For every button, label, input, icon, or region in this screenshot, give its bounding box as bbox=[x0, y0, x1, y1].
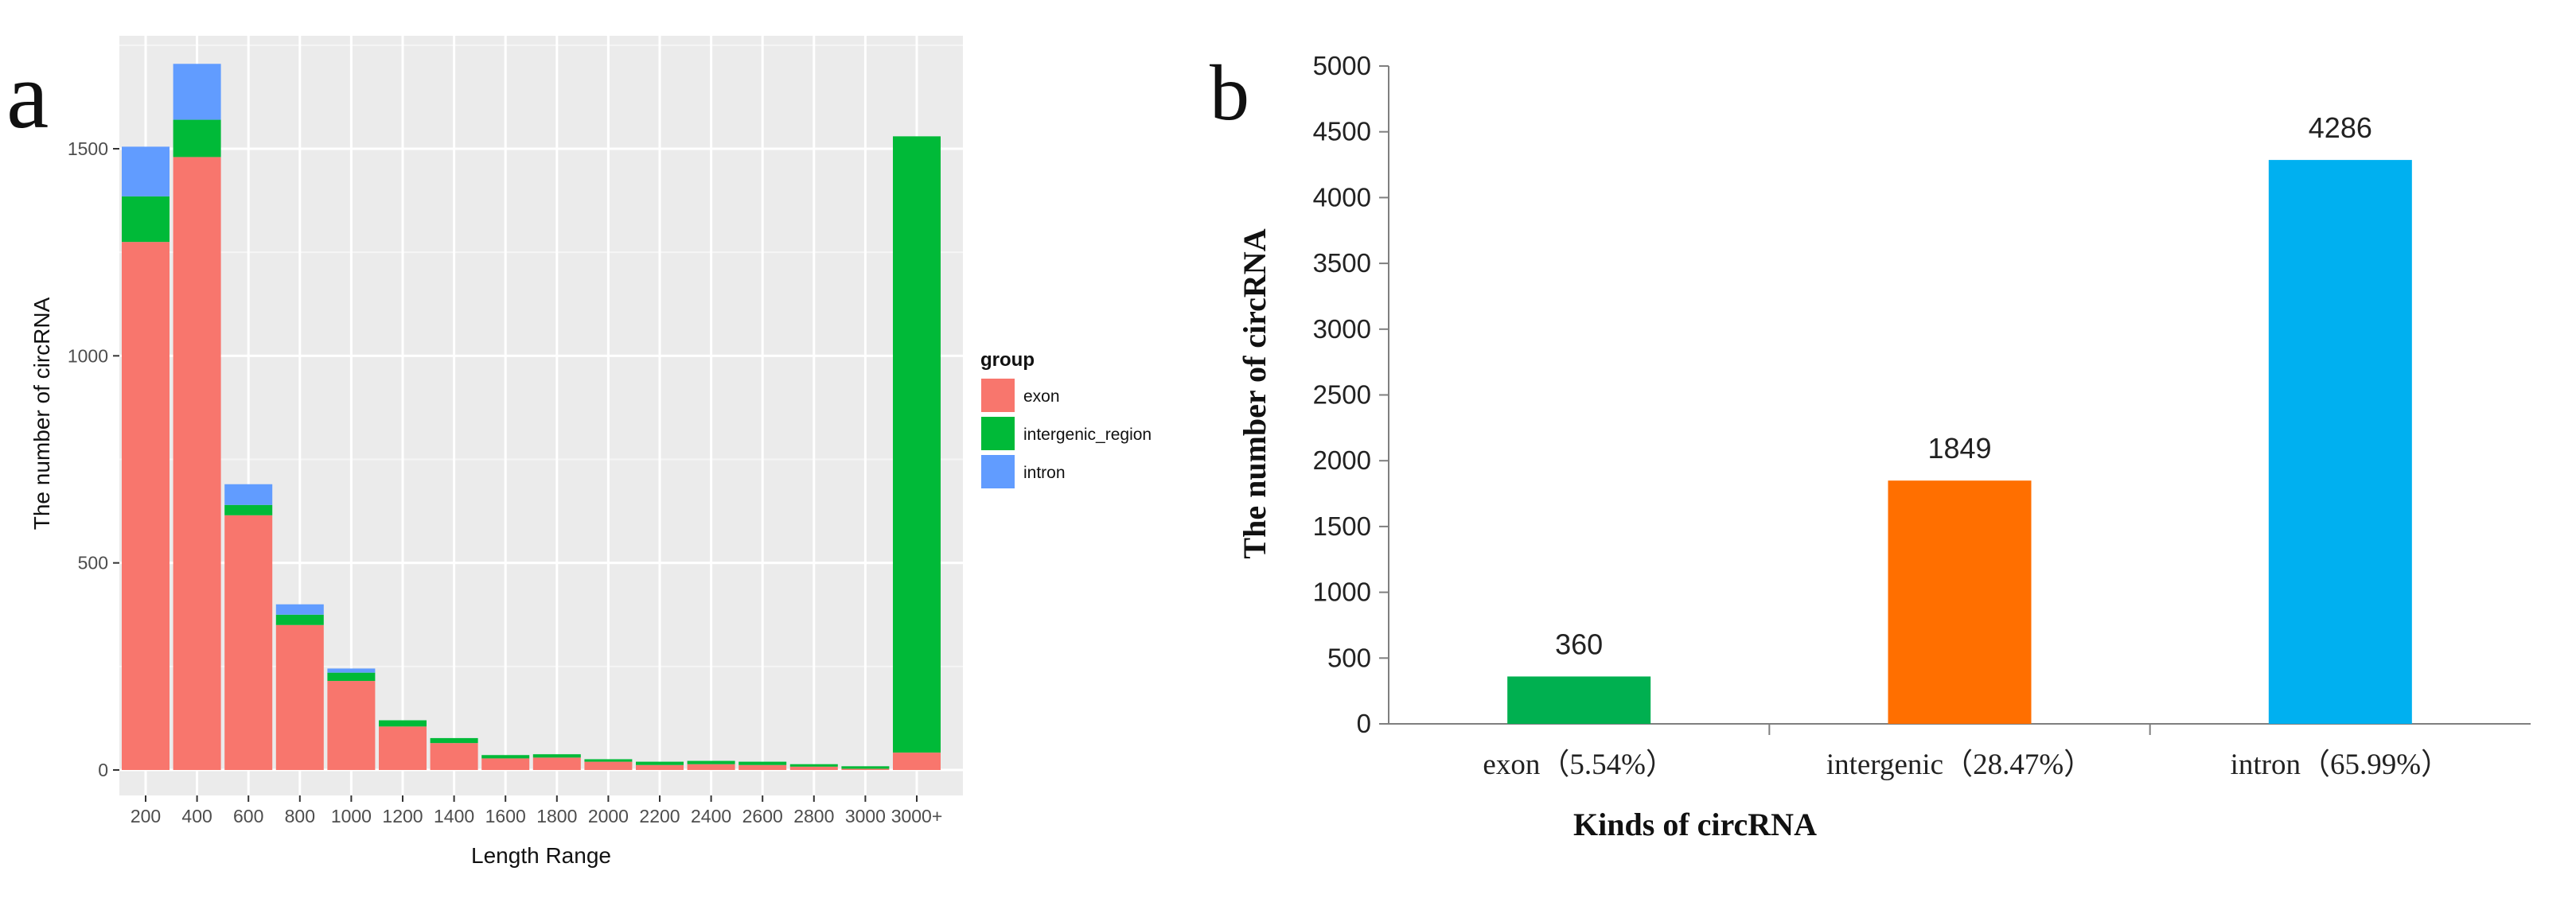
legend-swatch-intergenic_region bbox=[980, 415, 1016, 452]
panel-a-label: a bbox=[6, 42, 49, 148]
panel-a-bars bbox=[122, 64, 941, 770]
x-tick-label: 2800 bbox=[793, 806, 834, 826]
bar-intron bbox=[122, 146, 170, 196]
x-tick-label: 1000 bbox=[331, 806, 372, 826]
bar-intergenic_region bbox=[430, 737, 478, 744]
y-tick-label: 500 bbox=[1327, 643, 1371, 672]
x-tick-label: 1800 bbox=[536, 806, 577, 826]
data-label: 1849 bbox=[1927, 432, 1991, 465]
bar-exon bbox=[789, 766, 838, 770]
x-tick-label: intron（65.99%） bbox=[2231, 749, 2450, 781]
x-tick-label: 1200 bbox=[382, 806, 423, 826]
y-tick-label: 4500 bbox=[1313, 117, 1371, 146]
panel-a-axes: 0 500 1000 1500 200 400 600 800 1000 1200 1400 1600… bbox=[68, 138, 942, 826]
bar-exon bbox=[379, 726, 427, 770]
bar-exon bbox=[327, 681, 376, 770]
bar-intron bbox=[224, 484, 273, 505]
bar-exon bbox=[739, 764, 787, 770]
bar-intergenic_region bbox=[122, 196, 170, 243]
y-tick-label: 5000 bbox=[1313, 51, 1371, 80]
bar-2 bbox=[2268, 160, 2412, 725]
legend-label-intergenic_region: intergenic_region bbox=[1023, 426, 1152, 444]
y-tick-label: 3500 bbox=[1313, 248, 1371, 278]
bar-exon bbox=[584, 761, 633, 770]
legend-title: group bbox=[980, 349, 1035, 371]
y-tick-label: 0 bbox=[1357, 709, 1371, 738]
panel-a: 0 500 1000 1500 200 400 600 800 1000 1200 1400 1600… bbox=[6, 36, 1152, 868]
bar-intergenic_region bbox=[379, 720, 427, 727]
bar-intergenic_region bbox=[275, 614, 324, 625]
bar-intergenic_region bbox=[789, 764, 838, 767]
bar-exon bbox=[841, 768, 890, 770]
x-tick-label: intergenic（28.47%） bbox=[1826, 749, 2093, 781]
panel-b-y-axis-label: The number of circRNA bbox=[1237, 228, 1272, 558]
panel-a-y-axis-label: The number of circRNA bbox=[29, 297, 54, 530]
x-tick-label: 800 bbox=[285, 806, 315, 826]
bar-exon bbox=[430, 743, 478, 770]
y-tick-label: 1000 bbox=[68, 345, 108, 366]
bar-exon bbox=[275, 624, 324, 770]
data-label: 360 bbox=[1555, 628, 1603, 660]
bar-exon bbox=[532, 757, 581, 770]
bar-intergenic_region bbox=[327, 672, 376, 682]
bar-intergenic_region bbox=[841, 766, 890, 769]
bar-exon bbox=[893, 752, 941, 770]
bar-0 bbox=[1507, 676, 1651, 724]
bar-1 bbox=[1888, 480, 2032, 724]
bar-exon bbox=[224, 515, 273, 770]
y-tick-label: 3000 bbox=[1313, 314, 1371, 344]
y-tick-label: 1500 bbox=[68, 138, 108, 159]
bar-intergenic_region bbox=[687, 760, 735, 764]
legend-swatch-intron bbox=[980, 453, 1016, 490]
y-tick-label: 2000 bbox=[1313, 445, 1371, 475]
y-tick-label: 2500 bbox=[1313, 380, 1371, 410]
x-tick-label: exon（5.54%） bbox=[1483, 749, 1675, 781]
panel-b-bars: 360 exon（5.54%） 1849 intergenic（28.47%） 4286… bbox=[1483, 111, 2450, 781]
panel-a-x-axis-label: Length Range bbox=[471, 843, 611, 868]
x-tick-label: 2000 bbox=[588, 806, 629, 826]
x-tick-label: 2200 bbox=[639, 806, 680, 826]
x-tick-label: 600 bbox=[233, 806, 263, 826]
x-tick-label: 1600 bbox=[485, 806, 526, 826]
x-tick-label: 3000+ bbox=[891, 806, 943, 826]
bar-exon bbox=[636, 764, 684, 770]
panel-b: 0 500 1000 1500 2000 2500 3000 3500 4000 4500 5000… bbox=[1210, 49, 2531, 842]
y-tick-label: 1000 bbox=[1313, 577, 1371, 607]
legend-swatch-exon bbox=[980, 377, 1016, 414]
x-tick-label: 1400 bbox=[434, 806, 474, 826]
bar-intergenic_region bbox=[739, 761, 787, 765]
bar-intergenic_region bbox=[224, 504, 273, 515]
bar-intergenic_region bbox=[893, 136, 941, 753]
legend-label-intron: intron bbox=[1023, 464, 1066, 482]
x-tick-label: 3000 bbox=[845, 806, 886, 826]
bar-intergenic_region bbox=[173, 119, 221, 157]
x-tick-label: 400 bbox=[181, 806, 212, 826]
bar-exon bbox=[122, 242, 170, 770]
data-label: 4286 bbox=[2309, 111, 2372, 144]
y-tick-label: 0 bbox=[98, 760, 108, 780]
legend-label-exon: exon bbox=[1023, 387, 1060, 406]
x-tick-label: 2600 bbox=[742, 806, 783, 826]
x-tick-label: 2400 bbox=[691, 806, 731, 826]
bar-intron bbox=[327, 668, 376, 673]
bar-exon bbox=[173, 157, 221, 770]
bar-intron bbox=[275, 604, 324, 615]
y-tick-label: 1500 bbox=[1313, 511, 1371, 541]
y-tick-label: 4000 bbox=[1313, 182, 1371, 212]
y-tick-label: 500 bbox=[78, 553, 108, 574]
bar-intron bbox=[173, 64, 221, 120]
bar-exon bbox=[687, 764, 735, 770]
bar-exon bbox=[481, 758, 530, 770]
x-tick-label: 200 bbox=[131, 806, 161, 826]
bar-intergenic_region bbox=[532, 754, 581, 758]
panel-b-x-axis-label: Kinds of circRNA bbox=[1573, 807, 1817, 842]
bar-intergenic_region bbox=[636, 761, 684, 765]
bar-intergenic_region bbox=[481, 755, 530, 759]
bar-intergenic_region bbox=[584, 759, 633, 762]
panel-b-label: b bbox=[1210, 49, 1249, 137]
